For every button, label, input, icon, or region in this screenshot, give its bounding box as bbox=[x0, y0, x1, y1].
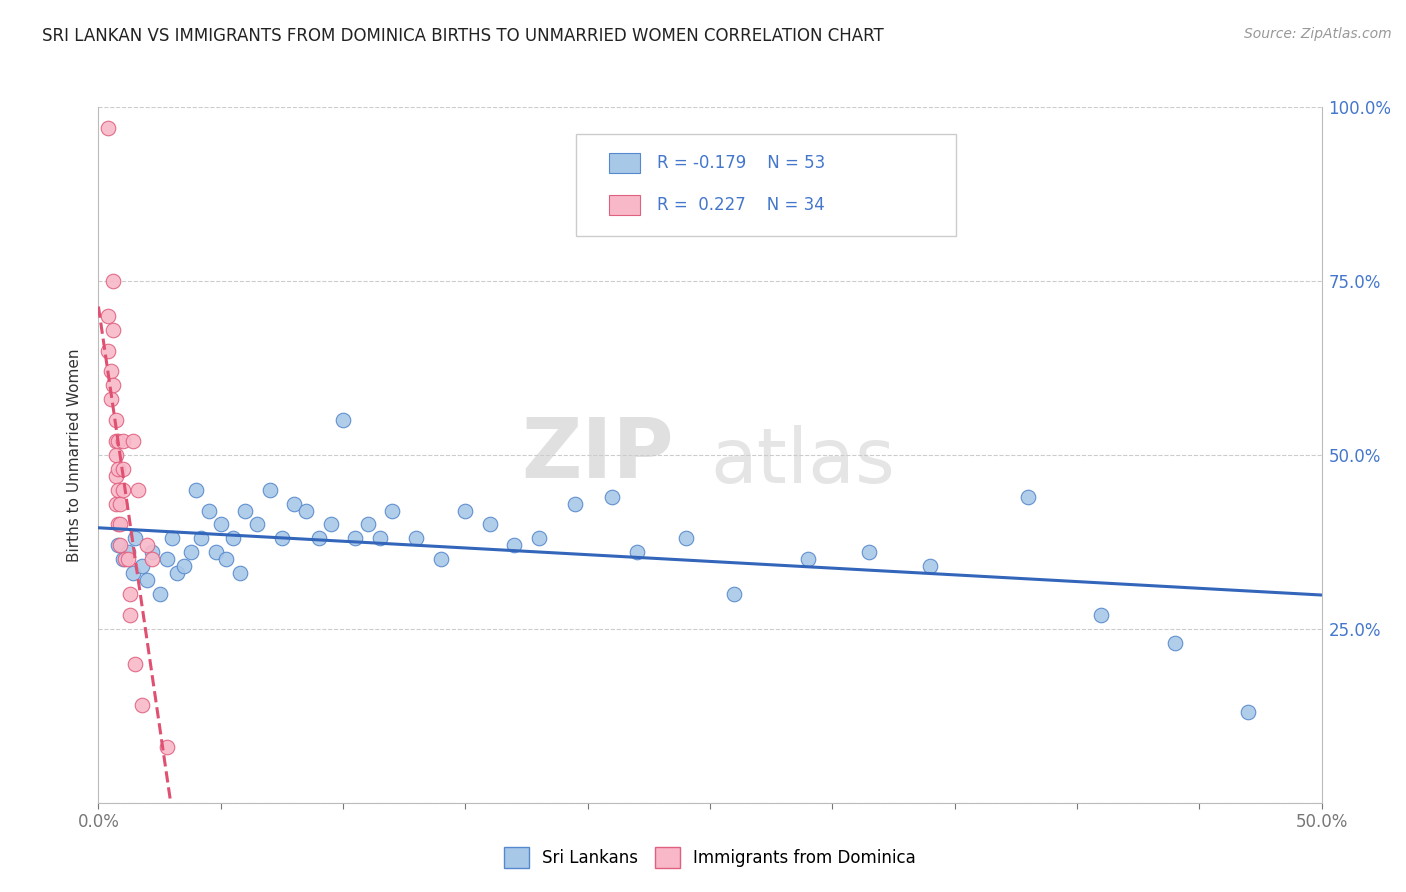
Point bbox=[675, 532, 697, 546]
Text: Source: ZipAtlas.com: Source: ZipAtlas.com bbox=[1244, 27, 1392, 41]
Point bbox=[156, 552, 179, 566]
Point bbox=[110, 538, 132, 552]
Point bbox=[430, 552, 453, 566]
Point bbox=[149, 587, 172, 601]
Point bbox=[405, 532, 427, 546]
Point bbox=[173, 559, 195, 574]
Point bbox=[259, 483, 281, 497]
Point bbox=[131, 559, 153, 574]
Point bbox=[97, 120, 120, 135]
Point bbox=[101, 378, 124, 392]
Point bbox=[214, 552, 236, 566]
Point bbox=[222, 532, 245, 546]
Point bbox=[180, 545, 202, 559]
Point bbox=[107, 517, 129, 532]
Point bbox=[100, 392, 122, 407]
Point bbox=[104, 434, 127, 448]
Point bbox=[246, 517, 269, 532]
Point bbox=[190, 532, 212, 546]
Text: ZIP: ZIP bbox=[520, 415, 673, 495]
Point bbox=[166, 566, 188, 581]
Point bbox=[381, 503, 404, 517]
Point bbox=[120, 607, 142, 622]
Point bbox=[110, 497, 132, 511]
Point bbox=[107, 483, 129, 497]
Point bbox=[920, 559, 942, 574]
Point bbox=[186, 483, 208, 497]
Point bbox=[626, 545, 648, 559]
Point bbox=[131, 698, 153, 713]
Point bbox=[101, 274, 124, 288]
Point bbox=[319, 517, 342, 532]
Point bbox=[104, 448, 127, 462]
Point bbox=[283, 497, 305, 511]
Point bbox=[1090, 607, 1112, 622]
Point bbox=[104, 468, 127, 483]
Point bbox=[723, 587, 745, 601]
Point bbox=[111, 462, 134, 476]
Point bbox=[136, 538, 159, 552]
Point bbox=[117, 552, 139, 566]
Text: SRI LANKAN VS IMMIGRANTS FROM DOMINICA BIRTHS TO UNMARRIED WOMEN CORRELATION CHA: SRI LANKAN VS IMMIGRANTS FROM DOMINICA B… bbox=[42, 27, 884, 45]
Point bbox=[233, 503, 256, 517]
Point bbox=[600, 490, 623, 504]
Text: R =  0.227    N = 34: R = 0.227 N = 34 bbox=[657, 196, 824, 214]
Point bbox=[100, 364, 122, 378]
Point bbox=[97, 309, 120, 323]
Point bbox=[205, 545, 228, 559]
Point bbox=[124, 657, 146, 671]
Point bbox=[295, 503, 318, 517]
Point bbox=[107, 434, 129, 448]
Point bbox=[564, 497, 586, 511]
Point bbox=[117, 545, 139, 559]
Point bbox=[332, 413, 354, 427]
Point bbox=[1164, 636, 1187, 650]
Point bbox=[308, 532, 330, 546]
Point bbox=[141, 552, 163, 566]
Y-axis label: Births to Unmarried Women: Births to Unmarried Women bbox=[67, 348, 83, 562]
Point bbox=[114, 552, 136, 566]
Point bbox=[356, 517, 378, 532]
Point bbox=[111, 552, 134, 566]
Point bbox=[344, 532, 367, 546]
Legend: Sri Lankans, Immigrants from Dominica: Sri Lankans, Immigrants from Dominica bbox=[498, 841, 922, 874]
Point bbox=[111, 434, 134, 448]
Point bbox=[121, 434, 143, 448]
Point bbox=[156, 740, 179, 755]
Point bbox=[478, 517, 501, 532]
Point bbox=[127, 483, 149, 497]
Point bbox=[97, 343, 120, 358]
Point bbox=[797, 552, 820, 566]
Point bbox=[209, 517, 232, 532]
Point bbox=[1017, 490, 1039, 504]
Point bbox=[197, 503, 219, 517]
Point bbox=[104, 413, 127, 427]
Point bbox=[503, 538, 526, 552]
Point bbox=[111, 483, 134, 497]
Point bbox=[160, 532, 183, 546]
Point bbox=[136, 573, 159, 587]
Point bbox=[107, 538, 129, 552]
Point bbox=[107, 462, 129, 476]
Point bbox=[229, 566, 252, 581]
Point bbox=[858, 545, 880, 559]
Point bbox=[101, 323, 124, 337]
Point bbox=[121, 566, 143, 581]
Point bbox=[120, 587, 142, 601]
Point bbox=[104, 497, 127, 511]
Point bbox=[368, 532, 391, 546]
Point bbox=[527, 532, 550, 546]
Text: atlas: atlas bbox=[710, 425, 894, 499]
Point bbox=[110, 517, 132, 532]
Point bbox=[270, 532, 294, 546]
Point bbox=[141, 545, 163, 559]
Point bbox=[1237, 706, 1260, 720]
Point bbox=[124, 532, 146, 546]
Point bbox=[454, 503, 477, 517]
Text: R = -0.179    N = 53: R = -0.179 N = 53 bbox=[657, 154, 825, 172]
